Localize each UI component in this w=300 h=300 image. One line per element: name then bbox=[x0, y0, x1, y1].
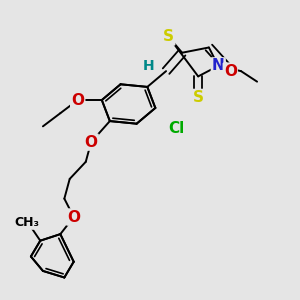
Text: O: O bbox=[71, 92, 84, 107]
Text: H: H bbox=[143, 59, 154, 73]
Text: N: N bbox=[212, 58, 225, 74]
Text: O: O bbox=[224, 64, 237, 79]
Text: S: S bbox=[193, 90, 204, 105]
Text: O: O bbox=[67, 209, 80, 224]
Text: S: S bbox=[163, 29, 174, 44]
Text: O: O bbox=[85, 135, 98, 150]
Text: Cl: Cl bbox=[169, 122, 185, 136]
Text: CH₃: CH₃ bbox=[14, 216, 39, 229]
